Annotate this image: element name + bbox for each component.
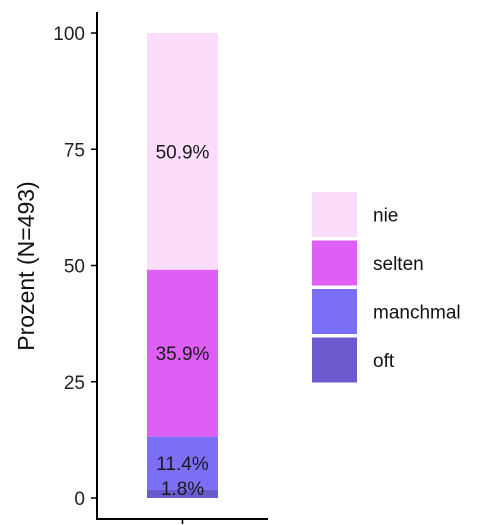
data-label-nie: 50.9% (156, 142, 210, 163)
legend-label-manchmal: manchmal (373, 303, 461, 324)
y-axis-ticks: 0 25 50 75 100 (53, 24, 97, 510)
bar-segment-manchmal (147, 436, 218, 490)
y-tick-label: 75 (64, 140, 85, 161)
legend-key-nie (312, 192, 357, 237)
legend-key-selten (312, 240, 357, 286)
data-label-manchmal: 11.4% (156, 454, 209, 475)
y-tick-label: 50 (64, 257, 85, 278)
legend-key-manchmal (312, 289, 357, 334)
data-label-oft: 1.8% (161, 479, 204, 500)
y-axis-title: Prozent (N=493) (13, 181, 39, 350)
y-tick-label: 100 (53, 24, 85, 45)
bar-segments (147, 33, 218, 498)
bar-data-labels: 1.8% 11.4% 35.9% 50.9% (156, 142, 210, 499)
bar-segment-selten (147, 269, 218, 437)
legend: nie selten manchmal oft (312, 192, 461, 383)
bar-segment-oft (147, 489, 218, 498)
legend-label-nie: nie (373, 206, 398, 227)
y-tick-label: 25 (64, 373, 85, 394)
legend-key-oft (312, 337, 357, 383)
legend-label-oft: oft (373, 351, 395, 372)
bar-segment-nie (147, 33, 218, 270)
legend-label-selten: selten (373, 254, 424, 275)
y-tick-label: 0 (74, 489, 85, 510)
data-label-selten: 35.9% (156, 344, 210, 365)
